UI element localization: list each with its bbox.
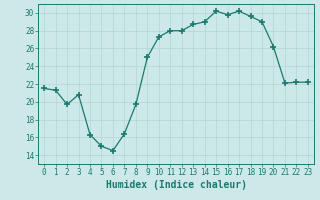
X-axis label: Humidex (Indice chaleur): Humidex (Indice chaleur): [106, 180, 246, 190]
